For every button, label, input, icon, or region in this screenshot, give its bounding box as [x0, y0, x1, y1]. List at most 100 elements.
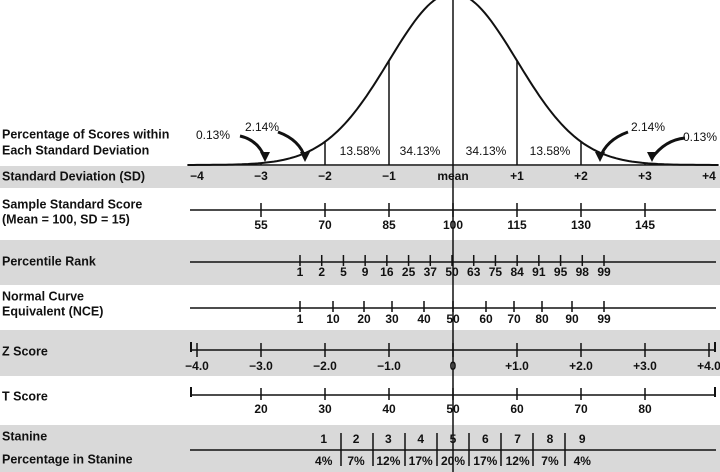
tick-label: +2.0	[569, 359, 593, 373]
row-label: Normal Curve	[2, 289, 84, 303]
stanine-percentage: 7%	[347, 454, 365, 468]
row-label: Sample Standard Score	[2, 197, 142, 211]
tick-label: +2	[574, 169, 588, 183]
tick-label: 60	[510, 402, 524, 416]
tick-label: −3.0	[249, 359, 273, 373]
stanine: 8	[547, 432, 554, 446]
arrow-head	[647, 152, 657, 162]
tick-label: −1	[382, 169, 396, 183]
tick-label: 95	[554, 265, 568, 279]
percentage: 2.14%	[245, 120, 279, 134]
row-label: Each Standard Deviation	[2, 143, 149, 157]
tick-label: 10	[326, 312, 340, 326]
tick-label: 80	[535, 312, 549, 326]
arrow-head	[260, 152, 270, 162]
stanine-percentage: 4%	[574, 454, 592, 468]
tick-label: 40	[417, 312, 431, 326]
tick-label: 16	[380, 265, 394, 279]
stanine: 4	[417, 432, 424, 446]
stanine: 5	[450, 432, 457, 446]
row-label: Percentage in Stanine	[2, 452, 133, 466]
tick-label: 130	[571, 218, 591, 232]
tick-label: 50	[446, 402, 460, 416]
tick-label: 37	[424, 265, 438, 279]
stanine-percentage: 17%	[409, 454, 433, 468]
arrow	[650, 136, 686, 159]
tick-label: 70	[318, 218, 332, 232]
stanine: 6	[482, 432, 489, 446]
tick-label: 30	[318, 402, 332, 416]
tick-label: −2	[318, 169, 332, 183]
tick-label: 70	[574, 402, 588, 416]
tick-label: mean	[437, 169, 468, 183]
tick-label: 9	[362, 265, 369, 279]
tick-label: 99	[597, 312, 611, 326]
tick-label: +3	[638, 169, 652, 183]
tick-label: 25	[402, 265, 416, 279]
tick-label: 40	[382, 402, 396, 416]
arrow	[239, 134, 267, 159]
row-label: Percentage of Scores within	[2, 127, 169, 141]
tick-label: 50	[445, 265, 459, 279]
percentage: 13.58%	[340, 144, 381, 158]
tick-label: −4.0	[185, 359, 209, 373]
stanine: 3	[385, 432, 392, 446]
normal-curve	[187, 0, 719, 166]
tick-label: 90	[565, 312, 579, 326]
tick-label: 99	[597, 265, 611, 279]
tick-label: 115	[507, 218, 527, 232]
row-label: T Score	[2, 389, 48, 403]
tick-label: 70	[507, 312, 521, 326]
tick-label: 5	[340, 265, 347, 279]
row-label: Standard Deviation (SD)	[2, 169, 145, 183]
percentage: 34.13%	[400, 144, 441, 158]
tick-label: −3	[254, 169, 268, 183]
tick-label: +1	[510, 169, 524, 183]
row-label: Stanine	[2, 429, 47, 443]
band	[0, 330, 720, 376]
tick-label: 60	[479, 312, 493, 326]
percentage: 0.13%	[683, 130, 717, 144]
band	[0, 425, 720, 472]
tick-label: +1.0	[505, 359, 529, 373]
tick-label: 80	[638, 402, 652, 416]
band	[0, 166, 720, 188]
stanine-percentage: 7%	[541, 454, 559, 468]
percentage: 2.14%	[631, 120, 665, 134]
tick-label: +4	[702, 169, 716, 183]
tick-label: 30	[385, 312, 399, 326]
percentage: 13.58%	[530, 144, 571, 158]
arrow-head	[300, 152, 310, 162]
stanine-percentage: 17%	[473, 454, 497, 468]
stanine: 9	[579, 432, 586, 446]
tick-label: −4	[190, 169, 204, 183]
stanine-percentage: 20%	[441, 454, 465, 468]
tick-label: 145	[635, 218, 655, 232]
stanine-percentage: 12%	[376, 454, 400, 468]
percentage: 0.13%	[196, 128, 230, 142]
stanine: 2	[353, 432, 360, 446]
arrow-head	[595, 152, 605, 162]
tick-label: 1	[297, 312, 304, 326]
tick-label: 50	[446, 312, 460, 326]
tick-label: 91	[532, 265, 546, 279]
tick-label: 20	[357, 312, 371, 326]
percentage: 34.13%	[466, 144, 507, 158]
row-label: (Mean = 100, SD = 15)	[2, 212, 130, 226]
row-label: Percentile Rank	[2, 254, 96, 268]
tick-label: 55	[254, 218, 268, 232]
stanine-percentage: 4%	[315, 454, 333, 468]
stanine: 1	[320, 432, 327, 446]
tick-label: 75	[489, 265, 503, 279]
tick-label: 100	[443, 218, 463, 232]
tick-label: +4.0	[697, 359, 720, 373]
tick-label: 85	[382, 218, 396, 232]
tick-label: 84	[510, 265, 524, 279]
tick-label: +3.0	[633, 359, 657, 373]
stanine: 7	[514, 432, 521, 446]
stanine-percentage: 12%	[506, 454, 530, 468]
row-label: Z Score	[2, 344, 48, 358]
tick-label: 63	[467, 265, 481, 279]
tick-label: 0	[450, 359, 457, 373]
